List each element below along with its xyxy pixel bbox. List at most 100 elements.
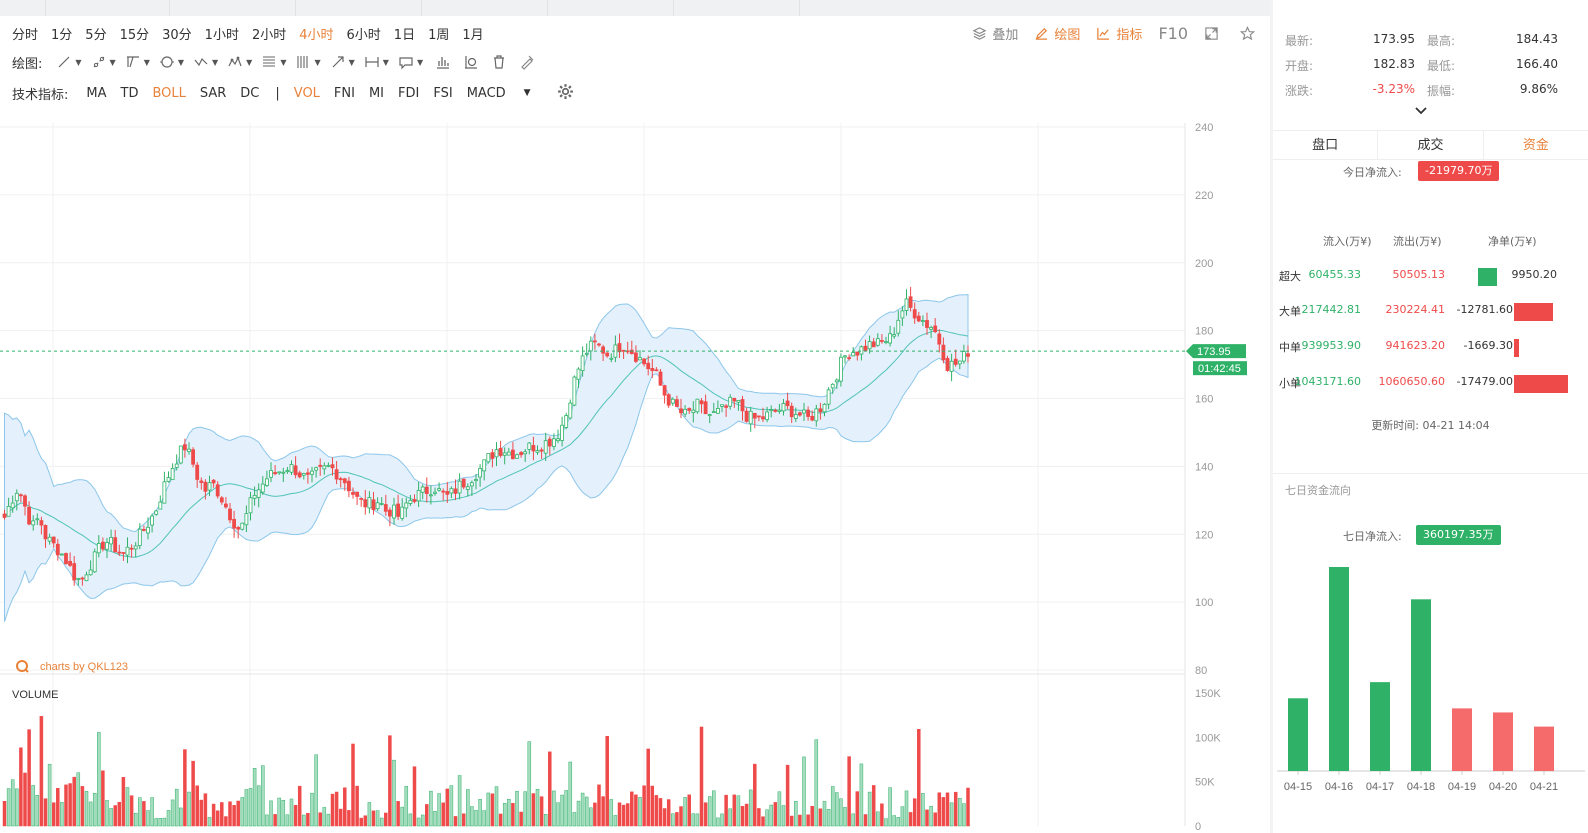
f10-button[interactable]: F10 [1158, 23, 1188, 43]
period-5[interactable]: 30分 [162, 27, 192, 43]
volume-bar [535, 789, 540, 827]
candle [383, 504, 388, 512]
candle [433, 491, 437, 494]
volume-bar [355, 785, 359, 827]
market-tab[interactable] [548, 0, 674, 16]
candle [39, 520, 44, 526]
market-tab[interactable] [296, 0, 422, 16]
favorite-button[interactable] [1240, 25, 1260, 41]
shape-tool[interactable]: ▼ [159, 54, 184, 70]
candle [515, 454, 519, 459]
volume-bar [27, 729, 31, 827]
candle [802, 409, 806, 414]
gann-tool[interactable]: ▼ [295, 54, 321, 70]
indicator-more-chevron-icon[interactable]: ▼ [523, 88, 531, 98]
indicator-button[interactable]: 指标 [1096, 24, 1142, 43]
market-tab[interactable] [170, 0, 296, 16]
market-tab[interactable] [422, 0, 548, 16]
header-outflow: 流出(万¥) [1393, 235, 1442, 248]
arrow-tool[interactable]: ▼ [330, 54, 355, 70]
seven-day-bar [1493, 712, 1513, 771]
pie-tool[interactable] [463, 54, 479, 70]
volume-bar [494, 786, 499, 827]
period-7[interactable]: 2小时 [251, 27, 287, 43]
candlestick-chart[interactable]: 240 220 200 180 160 140 120 100 80 150K 100K 50K 0 c… [0, 123, 1270, 833]
candle [474, 479, 478, 482]
candle [101, 541, 105, 550]
expand-chevron-icon[interactable] [1414, 106, 1428, 116]
volume-bar [105, 800, 109, 827]
volume-bar [375, 810, 380, 827]
period-1[interactable]: 分时 [12, 27, 39, 43]
market-tab[interactable] [46, 0, 170, 16]
volume-bar [19, 747, 23, 827]
line-tool[interactable]: ▼ [56, 54, 82, 70]
volume-bar [728, 808, 732, 827]
pattern-tool[interactable]: ▼ [227, 54, 252, 70]
volume-bar [892, 815, 896, 827]
ray-tool[interactable]: ▼ [91, 54, 116, 70]
period-2[interactable]: 1分 [51, 27, 73, 43]
eraser-button[interactable] [519, 54, 535, 70]
volume-bar [490, 793, 495, 827]
candle [191, 449, 196, 465]
indicator-fdi[interactable]: FDI [398, 85, 420, 101]
indicator-td[interactable]: TD [120, 85, 139, 101]
market-tab[interactable] [0, 0, 46, 16]
period-4[interactable]: 15分 [119, 27, 150, 43]
period-8-active[interactable]: 4小时 [299, 27, 334, 43]
candle [531, 445, 536, 452]
fullscreen-button[interactable] [1204, 26, 1224, 41]
candle [137, 528, 142, 547]
tab-trades[interactable]: 成交 [1378, 131, 1484, 159]
volume-bar [863, 814, 868, 827]
volume-bar [215, 810, 220, 827]
volume-bar [941, 797, 946, 827]
delete-drawings-button[interactable] [491, 54, 507, 70]
indicator-fni[interactable]: FNI [333, 85, 355, 101]
indicator-mi[interactable]: MI [368, 85, 385, 101]
channel-tool[interactable]: ▼ [125, 54, 150, 70]
tab-funds-active[interactable]: 资金 [1522, 138, 1549, 153]
volume-bar [408, 813, 413, 827]
quote-row-2: 开盘: 182.83 最低: 166.40 [1285, 57, 1579, 77]
indicator-fsi[interactable]: FSI [433, 85, 453, 101]
volume-bar [683, 797, 687, 827]
note-tool[interactable]: ▼ [398, 54, 423, 70]
market-tab[interactable] [674, 0, 800, 16]
measure-tool[interactable]: ▼ [364, 54, 389, 70]
volume-bar [379, 817, 384, 827]
indicator-macd[interactable]: MACD [466, 85, 506, 101]
volume-bar [945, 792, 950, 827]
period-11[interactable]: 1周 [428, 27, 450, 43]
volume-bar [256, 785, 261, 827]
indicator-settings-button[interactable] [557, 83, 574, 104]
wave-tool[interactable]: ▼ [193, 54, 218, 70]
indicator-dc[interactable]: DC [240, 85, 260, 101]
candle [752, 412, 757, 419]
period-12[interactable]: 1月 [462, 27, 484, 43]
indicator-toolbar-label: 技术指标: [12, 87, 69, 103]
indicator-boll-active[interactable]: BOLL [152, 85, 186, 101]
candle [486, 453, 491, 463]
candle [76, 578, 81, 580]
indicator-sar[interactable]: SAR [199, 85, 227, 101]
period-9[interactable]: 6小时 [346, 27, 381, 43]
stats-tool[interactable] [435, 54, 451, 70]
period-6[interactable]: 1小时 [204, 27, 239, 43]
fund-row-net: -12781.60 [1456, 303, 1513, 316]
tab-orderbook[interactable]: 盘口 [1273, 131, 1379, 159]
overlay-button[interactable]: 叠加 [972, 24, 1018, 43]
draw-button[interactable]: 绘图 [1034, 24, 1080, 43]
candle [314, 467, 319, 471]
fib-tool[interactable]: ▼ [261, 54, 286, 70]
indicator-ma[interactable]: MA [86, 85, 107, 101]
volume-bar [876, 811, 880, 827]
candle [146, 526, 150, 534]
period-10[interactable]: 1日 [393, 27, 416, 43]
latest-value: 173.95 [1373, 32, 1415, 46]
period-3[interactable]: 5分 [85, 27, 107, 43]
indicator-vol-active[interactable]: VOL [293, 85, 320, 101]
volume-bar [314, 754, 318, 827]
volume-bar [224, 816, 228, 827]
